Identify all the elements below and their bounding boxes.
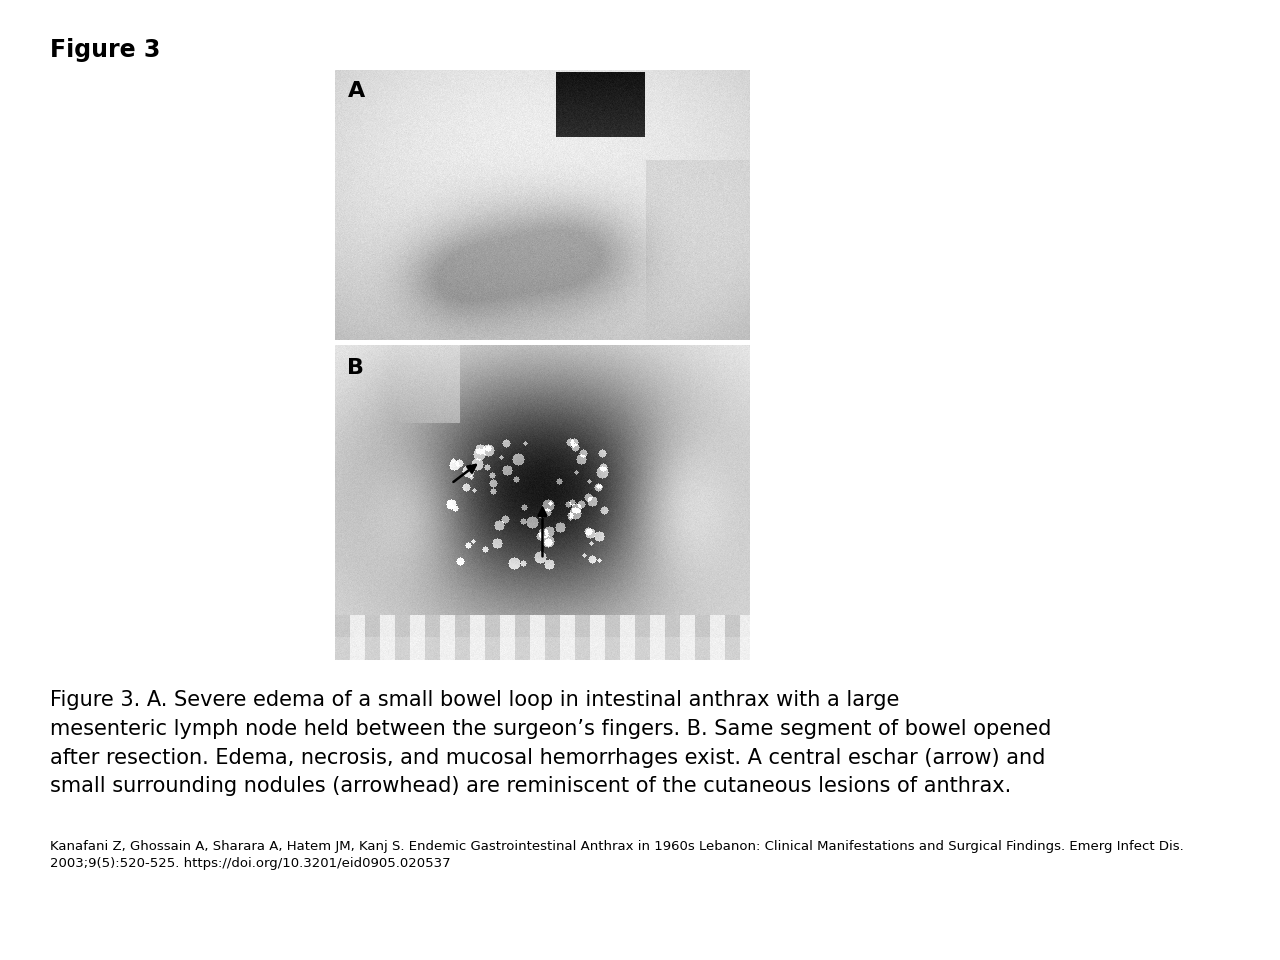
Text: Figure 3: Figure 3 <box>50 38 160 62</box>
Text: Kanafani Z, Ghossain A, Sharara A, Hatem JM, Kanj S. Endemic Gastrointestinal An: Kanafani Z, Ghossain A, Sharara A, Hatem… <box>50 840 1184 870</box>
Text: Figure 3. A. Severe edema of a small bowel loop in intestinal anthrax with a lar: Figure 3. A. Severe edema of a small bow… <box>50 690 1051 797</box>
Text: A: A <box>347 81 365 101</box>
Text: B: B <box>347 358 365 377</box>
